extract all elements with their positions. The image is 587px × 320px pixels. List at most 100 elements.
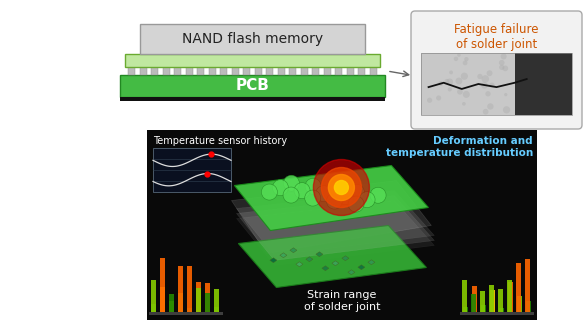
Circle shape (436, 95, 441, 100)
Bar (301, 67, 308, 75)
Bar (498, 289, 503, 312)
Bar (232, 67, 239, 75)
Polygon shape (316, 252, 323, 257)
Bar (205, 283, 210, 312)
Bar (208, 67, 215, 75)
FancyBboxPatch shape (411, 11, 582, 129)
Circle shape (284, 175, 299, 191)
Circle shape (261, 184, 278, 200)
Bar (312, 67, 319, 75)
Circle shape (427, 98, 432, 103)
Circle shape (359, 192, 375, 208)
Circle shape (457, 89, 463, 95)
Circle shape (305, 178, 321, 194)
Bar (185, 67, 193, 75)
Circle shape (485, 91, 491, 96)
Circle shape (446, 78, 453, 85)
Bar (205, 293, 210, 312)
Circle shape (477, 74, 483, 79)
Circle shape (313, 159, 369, 215)
Bar (151, 67, 158, 75)
Circle shape (272, 180, 288, 196)
Bar (525, 259, 530, 312)
Bar (197, 67, 204, 75)
Bar (187, 308, 192, 312)
Bar (517, 296, 521, 312)
Bar (153, 148, 231, 192)
Text: NAND flash memory: NAND flash memory (182, 32, 323, 46)
Bar (462, 280, 467, 312)
Bar (174, 67, 181, 75)
Bar (489, 285, 494, 312)
Circle shape (490, 83, 495, 88)
Circle shape (456, 77, 463, 84)
Polygon shape (342, 256, 349, 261)
Circle shape (461, 73, 468, 80)
Polygon shape (296, 262, 303, 267)
Circle shape (322, 167, 362, 207)
Circle shape (464, 57, 468, 61)
Bar (460, 312, 534, 315)
Bar (370, 67, 377, 75)
Bar (196, 282, 201, 312)
Bar (490, 290, 494, 312)
Bar (220, 67, 227, 75)
Circle shape (338, 189, 353, 205)
Polygon shape (237, 201, 434, 266)
Bar (347, 67, 354, 75)
Bar (471, 286, 477, 312)
Circle shape (327, 181, 343, 197)
Circle shape (504, 93, 507, 96)
Bar (335, 67, 342, 75)
Text: Deformation and
temperature distribution: Deformation and temperature distribution (386, 136, 533, 157)
Bar (515, 53, 572, 115)
Polygon shape (322, 266, 329, 271)
Circle shape (463, 60, 467, 65)
Bar (214, 307, 219, 312)
Polygon shape (234, 165, 429, 230)
Text: Temperature sensor history: Temperature sensor history (153, 136, 287, 146)
Bar (140, 24, 365, 54)
Bar (498, 308, 504, 312)
Text: Fatigue failure
of solder joint: Fatigue failure of solder joint (454, 23, 539, 51)
Polygon shape (231, 180, 431, 253)
Circle shape (462, 102, 465, 106)
Bar (359, 67, 366, 75)
Circle shape (444, 79, 449, 84)
Bar (214, 289, 219, 312)
Bar (471, 294, 476, 312)
Circle shape (481, 75, 489, 83)
Circle shape (348, 196, 364, 212)
Polygon shape (290, 248, 297, 253)
Bar (508, 282, 512, 312)
Polygon shape (306, 257, 313, 262)
Bar (163, 67, 170, 75)
Text: Strain range
of solder joint: Strain range of solder joint (303, 290, 380, 312)
Circle shape (483, 109, 488, 115)
Polygon shape (237, 190, 434, 255)
Circle shape (502, 66, 508, 71)
Circle shape (481, 82, 488, 89)
Bar (255, 67, 262, 75)
Polygon shape (280, 253, 287, 258)
Circle shape (463, 91, 470, 98)
Bar (147, 130, 537, 320)
Circle shape (438, 81, 443, 86)
Bar (243, 67, 250, 75)
Circle shape (283, 187, 299, 203)
Bar (421, 53, 572, 115)
Circle shape (335, 180, 349, 195)
Polygon shape (238, 226, 426, 287)
Circle shape (328, 174, 355, 201)
Polygon shape (237, 196, 434, 260)
Circle shape (294, 183, 310, 199)
Bar (480, 291, 485, 312)
Circle shape (349, 184, 365, 200)
Bar (149, 312, 223, 315)
Bar (125, 54, 380, 67)
Bar (196, 288, 201, 312)
Bar (151, 304, 156, 312)
Polygon shape (332, 261, 339, 266)
Circle shape (370, 187, 386, 203)
Bar (266, 67, 274, 75)
